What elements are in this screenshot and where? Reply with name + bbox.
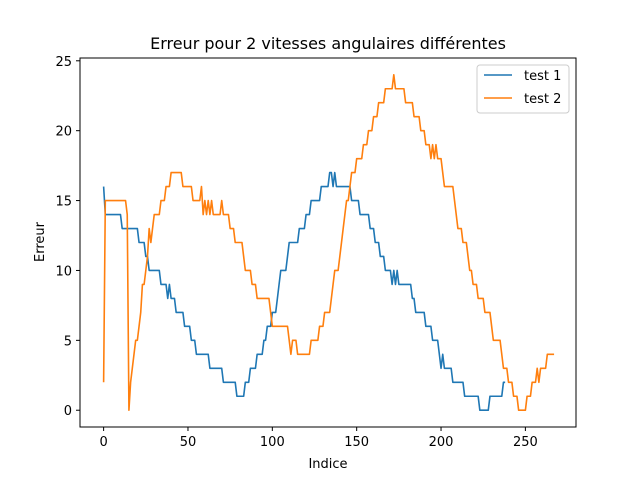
legend-label-1: test 1 — [524, 69, 561, 84]
x-tick-label: 100 — [260, 435, 285, 450]
y-ticks: 0 5 10 15 20 25 — [55, 55, 80, 419]
legend-label-2: test 2 — [524, 92, 561, 107]
series-layer — [102, 73, 555, 412]
x-tick-label: 0 — [99, 435, 107, 450]
x-ticks: 0 50 100 150 200 250 — [99, 427, 538, 450]
x-tick-label: 250 — [513, 435, 538, 450]
chart-title: Erreur pour 2 vitesses angulaires différ… — [150, 34, 506, 53]
axes-frame — [79, 57, 577, 428]
y-tick-label: 20 — [55, 125, 72, 140]
y-tick-label: 25 — [55, 55, 72, 70]
y-axis-label: Erreur — [33, 221, 48, 262]
y-tick-label: 5 — [64, 334, 72, 349]
x-tick-label: 150 — [344, 435, 369, 450]
y-tick-label: 15 — [55, 195, 72, 210]
series-line-1 — [102, 171, 506, 412]
y-tick-label: 0 — [64, 404, 72, 419]
legend: test 1 test 2 — [476, 64, 570, 114]
y-tick-label: 10 — [55, 264, 72, 279]
plot-area: 0 50 100 150 200 250 0 5 10 15 20 25 — [55, 55, 577, 450]
series-line-2 — [102, 73, 555, 412]
x-tick-label: 50 — [180, 435, 197, 450]
x-axis-label: Indice — [308, 457, 347, 472]
x-tick-label: 200 — [429, 435, 454, 450]
legend-box — [476, 64, 570, 114]
